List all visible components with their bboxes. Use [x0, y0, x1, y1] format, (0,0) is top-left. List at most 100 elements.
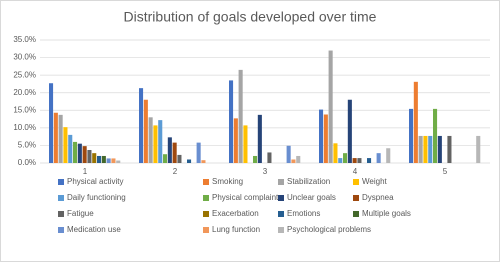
bar	[257, 114, 262, 163]
y-tick-label: 20.0%	[13, 88, 36, 97]
bar	[53, 112, 58, 163]
bar	[423, 135, 428, 163]
legend-swatch	[278, 195, 284, 201]
legend-label: Dyspnea	[362, 193, 394, 202]
bar	[476, 135, 481, 163]
bar	[437, 135, 442, 163]
legend-swatch	[353, 195, 359, 201]
bar	[243, 125, 248, 163]
y-tick-label: 15.0%	[13, 105, 36, 114]
legend-label: Weight	[362, 177, 388, 186]
bar	[267, 152, 272, 163]
bar	[343, 153, 348, 163]
bar	[357, 158, 362, 163]
bar	[196, 142, 201, 163]
bar	[328, 50, 333, 163]
legend-label: Physical activity	[67, 177, 123, 186]
bar	[68, 134, 73, 163]
bar	[153, 125, 158, 163]
legend-swatch	[278, 179, 284, 185]
bar	[143, 99, 148, 163]
y-tick-label: 10.0%	[13, 123, 36, 132]
x-tick-label: 5	[443, 167, 448, 176]
x-tick-label: 1	[83, 167, 88, 176]
legend-swatch	[58, 179, 64, 185]
bar	[77, 143, 82, 163]
bar	[323, 114, 328, 163]
y-tick-label: 25.0%	[13, 70, 36, 79]
x-tick-label: 4	[353, 167, 358, 176]
x-tick-label: 3	[263, 167, 268, 176]
bar	[291, 159, 296, 163]
legend-label: Daily functioning	[67, 193, 126, 202]
bar	[229, 80, 234, 163]
bar	[63, 127, 68, 163]
legend-swatch	[203, 227, 209, 233]
bar	[352, 158, 357, 163]
bar	[433, 108, 438, 163]
legend-swatch	[353, 179, 359, 185]
bar	[338, 158, 343, 163]
legend-label: Medication use	[67, 225, 121, 234]
bar	[106, 158, 111, 163]
legend-swatch	[278, 211, 284, 217]
legend-swatch	[353, 211, 359, 217]
bar	[367, 158, 372, 163]
bar	[172, 142, 177, 163]
bar	[97, 155, 102, 163]
bar	[73, 141, 78, 163]
bar	[296, 155, 301, 163]
bar	[333, 143, 338, 163]
bar	[58, 114, 63, 163]
bar	[238, 69, 243, 163]
legend-label: Emotions	[287, 209, 320, 218]
bar	[116, 160, 121, 163]
bar	[177, 154, 182, 163]
y-tick-label: 35.0%	[13, 35, 36, 44]
bar	[82, 146, 87, 163]
bar	[201, 160, 206, 163]
bar	[139, 88, 144, 163]
bar	[158, 120, 163, 163]
legend-label: Unclear goals	[287, 193, 336, 202]
legend-label: Fatigue	[67, 209, 94, 218]
bar	[319, 109, 324, 163]
bar	[148, 117, 153, 163]
bar	[187, 159, 192, 163]
bar	[167, 137, 172, 163]
legend-swatch	[58, 195, 64, 201]
bar	[286, 145, 291, 163]
legend-label: Stabilization	[287, 177, 330, 186]
legend-swatch	[203, 195, 209, 201]
bar	[101, 155, 106, 163]
y-tick-label: 30.0%	[13, 53, 36, 62]
legend-label: Physical complaints	[212, 193, 282, 202]
legend-swatch	[58, 227, 64, 233]
bar	[376, 153, 381, 163]
bar	[447, 135, 452, 163]
bar	[418, 135, 423, 163]
x-tick-label: 2	[173, 167, 178, 176]
legend-label: Exacerbation	[212, 209, 259, 218]
bar	[386, 148, 391, 163]
bar	[253, 155, 258, 163]
bar	[428, 135, 433, 163]
bar	[347, 99, 352, 163]
legend-swatch	[203, 211, 209, 217]
bar	[163, 154, 168, 163]
legend-label: Multiple goals	[362, 209, 411, 218]
bar	[413, 81, 418, 163]
bar	[233, 118, 238, 163]
legend-swatch	[58, 211, 64, 217]
chart-title: Distribution of goals developed over tim…	[124, 9, 377, 25]
bar	[49, 83, 54, 163]
legend-label: Smoking	[212, 177, 243, 186]
bar	[111, 158, 116, 163]
legend-swatch	[203, 179, 209, 185]
bar	[409, 108, 414, 163]
legend-label: Lung function	[212, 225, 260, 234]
legend-swatch	[278, 227, 284, 233]
y-tick-label: 5.0%	[18, 141, 36, 150]
bar	[87, 149, 92, 163]
